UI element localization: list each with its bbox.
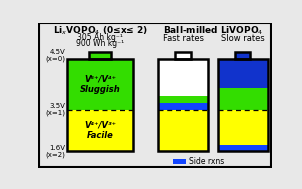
- Text: 900 Wh kg⁻¹: 900 Wh kg⁻¹: [76, 39, 124, 48]
- Bar: [217, 59, 268, 88]
- Bar: [89, 52, 111, 59]
- Text: 3.5V
(x=1): 3.5V (x=1): [46, 103, 66, 116]
- Bar: [173, 159, 186, 164]
- Bar: [217, 59, 268, 151]
- Text: Slow rates: Slow rates: [221, 34, 265, 43]
- Bar: [235, 52, 250, 59]
- Text: Ball-milled LiVOPO$_4$: Ball-milled LiVOPO$_4$: [162, 25, 263, 37]
- Bar: [217, 88, 268, 109]
- Bar: [158, 59, 208, 151]
- Text: 1.6V
(x=2): 1.6V (x=2): [46, 145, 66, 158]
- Bar: [67, 109, 133, 151]
- Text: V⁵⁺/V⁴⁺
Sluggish: V⁵⁺/V⁴⁺ Sluggish: [80, 74, 120, 94]
- Bar: [217, 145, 268, 151]
- Bar: [158, 103, 208, 109]
- Text: 4.5V
(x=0): 4.5V (x=0): [46, 49, 66, 62]
- Bar: [158, 59, 208, 96]
- Bar: [158, 96, 208, 103]
- Bar: [175, 52, 191, 59]
- Text: 305 Ah kg⁻¹: 305 Ah kg⁻¹: [77, 33, 123, 43]
- Text: Fast rates: Fast rates: [162, 34, 204, 43]
- Text: Li$_x$VOPO$_4$ (0≤x≤ 2): Li$_x$VOPO$_4$ (0≤x≤ 2): [53, 25, 148, 37]
- Text: V⁴⁺/V³⁺
Facile: V⁴⁺/V³⁺ Facile: [84, 121, 116, 140]
- Bar: [158, 109, 208, 151]
- Bar: [175, 52, 191, 59]
- Bar: [89, 52, 111, 59]
- Bar: [67, 59, 133, 109]
- Bar: [235, 52, 250, 59]
- Bar: [217, 109, 268, 145]
- Text: Side rxns: Side rxns: [189, 157, 224, 166]
- Bar: [67, 59, 133, 151]
